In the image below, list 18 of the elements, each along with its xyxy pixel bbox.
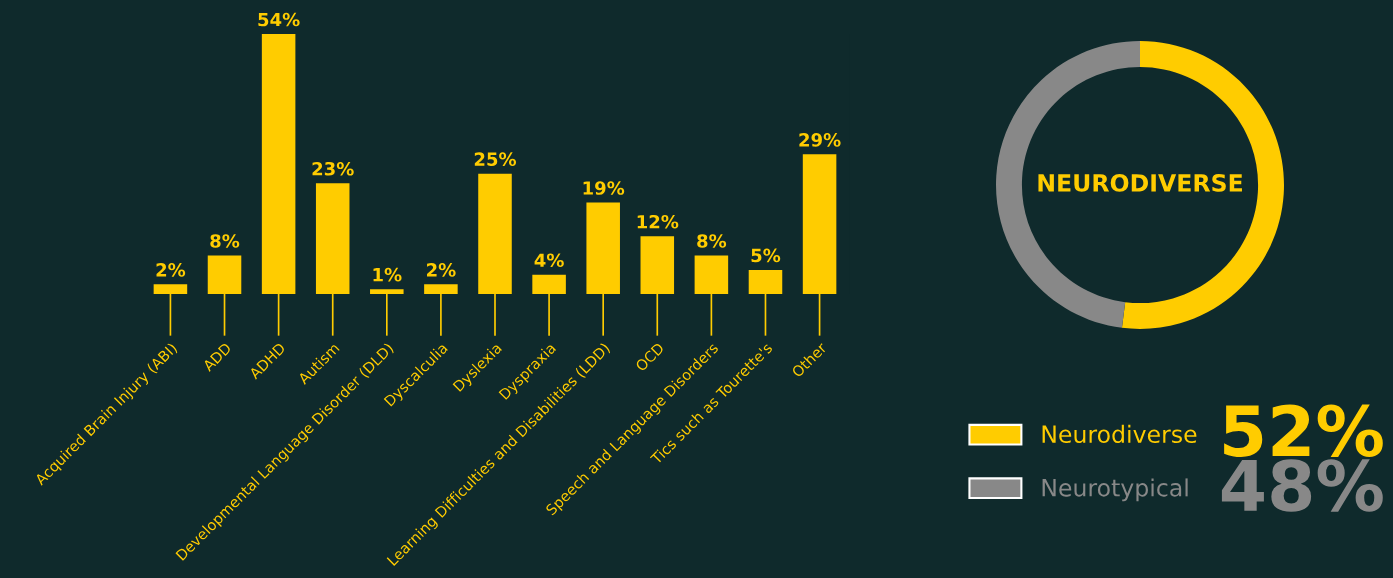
data-label: 2% — [156, 263, 186, 277]
data-label: 1% — [373, 267, 402, 282]
data-label: 8% — [697, 234, 727, 248]
text: NEURODIVERSE — [1038, 173, 1242, 192]
legend-label: Neurotypical — [1042, 478, 1188, 502]
data-label: 29% — [799, 133, 841, 147]
data-label: 5% — [751, 248, 781, 263]
data-label: 8% — [210, 234, 240, 248]
data-label: 2% — [427, 263, 456, 277]
data-label: 4% — [534, 253, 564, 268]
data-label: 48% — [1221, 459, 1383, 512]
data-label: 19% — [583, 181, 625, 195]
legend-label: Neurodiverse — [1042, 424, 1197, 444]
data-label: 52% — [1224, 404, 1383, 457]
data-label: 54% — [258, 12, 300, 27]
data-label: 23% — [312, 161, 354, 176]
data-label: 12% — [637, 214, 679, 229]
data-label: 25% — [474, 152, 517, 166]
